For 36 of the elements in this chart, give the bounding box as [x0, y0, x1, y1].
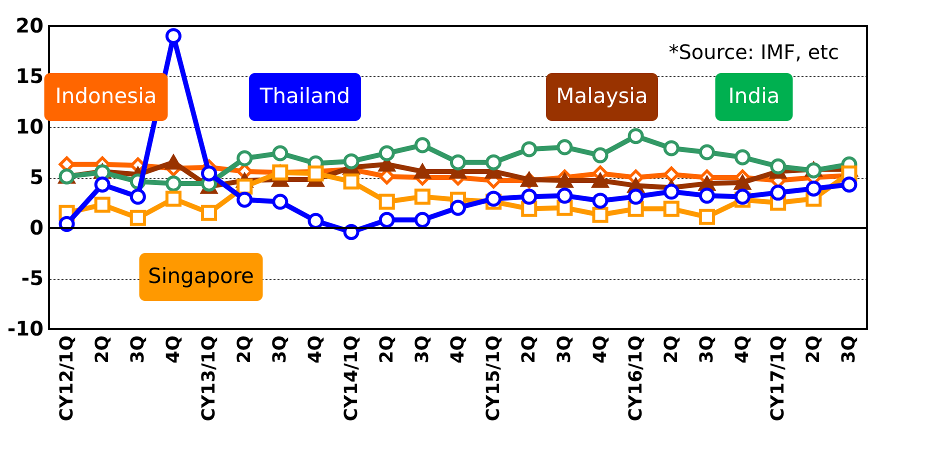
y-tick-label: 10 — [16, 114, 44, 138]
y-tick-label: -10 — [7, 316, 44, 340]
x-tick-label: 4Q — [162, 336, 184, 364]
y-tick-label: 20 — [16, 14, 44, 38]
x-tick-label: 3Q — [696, 336, 718, 364]
x-tick-label: 4Q — [590, 336, 611, 364]
text: Malaysia — [556, 84, 648, 108]
x-tick-label: 3Q — [270, 336, 291, 364]
x-tick-label: 3Q — [412, 336, 433, 364]
x-tick-label: 2Q — [660, 336, 682, 364]
y-tick-label: 15 — [16, 64, 44, 88]
x-tick-label: 2Q — [518, 336, 540, 364]
x-tick-label: 2Q — [803, 336, 824, 364]
x-tick-label: 4Q — [732, 336, 754, 364]
x-tick-label: 4Q — [448, 336, 468, 364]
y-tick-label: -5 — [21, 266, 44, 290]
y-tick-label: 5 — [30, 165, 44, 189]
x-tick-label: 2Q — [376, 336, 398, 364]
series-label: Singapore — [148, 264, 254, 288]
x-tick-label: 3Q — [554, 336, 576, 364]
x-tick-label: 3Q — [838, 336, 860, 364]
y-tick-label: 0 — [30, 216, 44, 240]
x-tick-label: 2Q — [234, 336, 256, 364]
x-tick-label: CY12/1Q — [56, 336, 78, 422]
x-tick-label: CY15/1Q — [483, 336, 504, 422]
text: Thailand — [258, 84, 350, 108]
x-tick-label: CY16/1Q — [625, 336, 646, 422]
text: Indonesia — [55, 84, 157, 108]
text: India — [728, 84, 780, 108]
x-tick-label: 2Q — [92, 336, 113, 364]
x-tick-label: CY17/1Q — [768, 336, 789, 422]
x-tick-label: 4Q — [305, 336, 326, 364]
x-tick-label: CY13/1Q — [198, 336, 220, 422]
annotation: *Source: IMF, etc — [668, 40, 839, 64]
x-tick-label: CY14/1Q — [340, 336, 362, 422]
x-tick-label: 3Q — [127, 336, 148, 364]
